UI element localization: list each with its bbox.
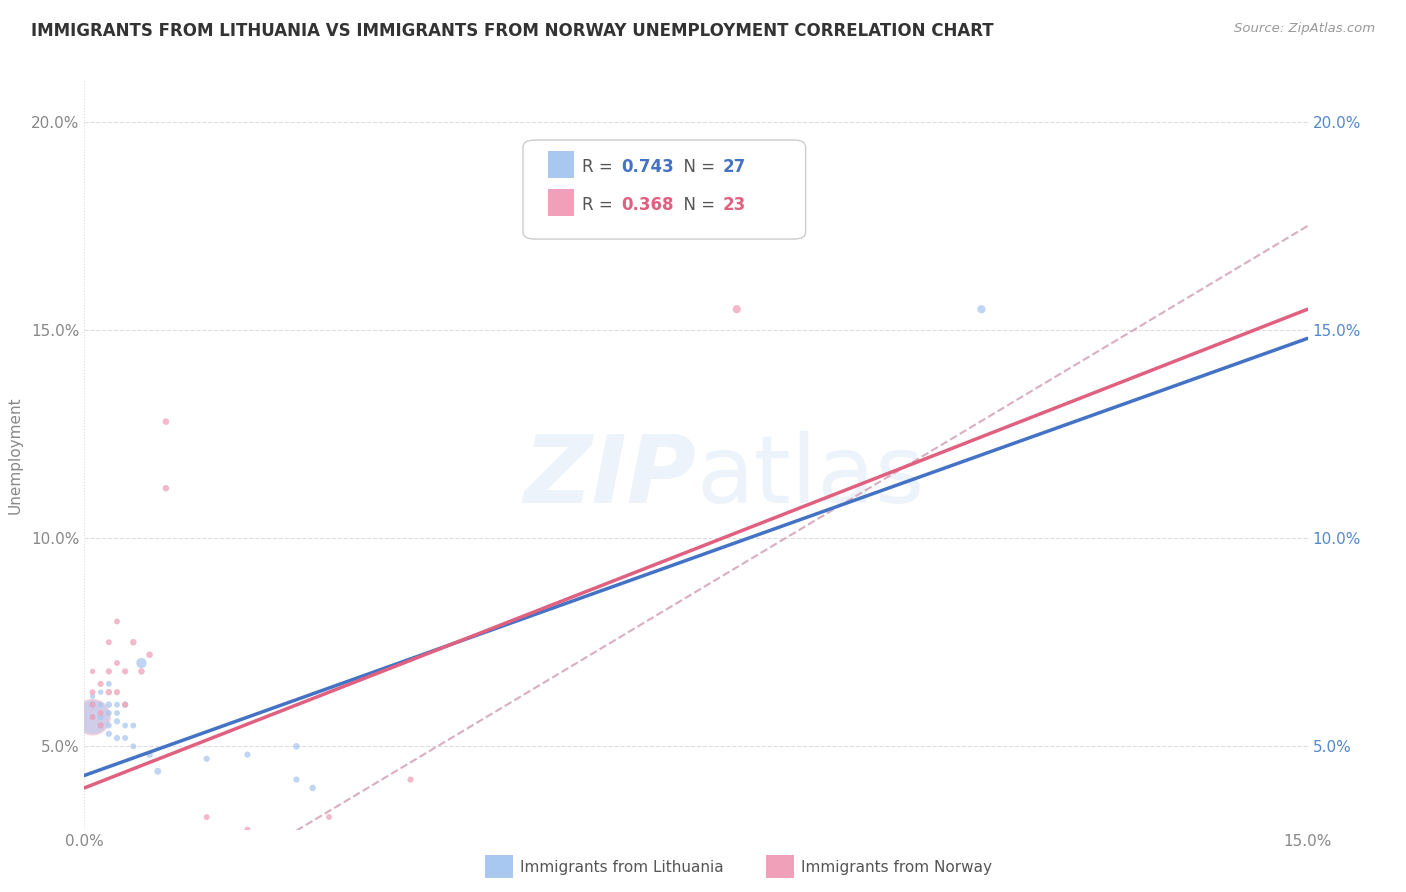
Point bbox=[97, 718, 120, 732]
Point bbox=[122, 739, 145, 754]
Point bbox=[105, 714, 128, 729]
Point bbox=[105, 685, 128, 699]
Point bbox=[122, 718, 145, 732]
Point bbox=[97, 685, 120, 699]
Point bbox=[301, 780, 323, 795]
Point bbox=[970, 302, 993, 317]
Point bbox=[131, 656, 153, 670]
Point bbox=[82, 685, 104, 699]
Point bbox=[138, 747, 160, 762]
Point bbox=[90, 677, 112, 691]
Point bbox=[236, 822, 259, 837]
Text: N =: N = bbox=[673, 196, 721, 214]
Point bbox=[82, 690, 104, 704]
Text: 0.743: 0.743 bbox=[621, 158, 675, 176]
Text: Immigrants from Norway: Immigrants from Norway bbox=[801, 860, 993, 874]
Point bbox=[195, 810, 218, 824]
Point bbox=[236, 747, 259, 762]
Point bbox=[97, 698, 120, 712]
Point bbox=[90, 710, 112, 724]
Point bbox=[82, 710, 104, 724]
Point bbox=[114, 698, 136, 712]
Point bbox=[138, 648, 160, 662]
Text: Source: ZipAtlas.com: Source: ZipAtlas.com bbox=[1234, 22, 1375, 36]
Point bbox=[122, 635, 145, 649]
Point bbox=[155, 415, 177, 429]
Text: 27: 27 bbox=[723, 158, 747, 176]
Text: ZIP: ZIP bbox=[523, 432, 696, 524]
Point bbox=[725, 302, 748, 317]
Point bbox=[82, 710, 104, 724]
Point bbox=[146, 764, 169, 779]
Point bbox=[90, 718, 112, 732]
Point bbox=[90, 698, 112, 712]
Text: R =: R = bbox=[582, 196, 619, 214]
Point bbox=[97, 635, 120, 649]
Point bbox=[97, 706, 120, 720]
Point bbox=[114, 731, 136, 745]
Point bbox=[82, 710, 104, 724]
Point bbox=[155, 481, 177, 495]
Point bbox=[90, 706, 112, 720]
Point bbox=[97, 727, 120, 741]
Point bbox=[105, 706, 128, 720]
Point bbox=[105, 731, 128, 745]
Text: N =: N = bbox=[673, 158, 721, 176]
Text: IMMIGRANTS FROM LITHUANIA VS IMMIGRANTS FROM NORWAY UNEMPLOYMENT CORRELATION CHA: IMMIGRANTS FROM LITHUANIA VS IMMIGRANTS … bbox=[31, 22, 994, 40]
Point bbox=[318, 830, 340, 845]
Point bbox=[82, 698, 104, 712]
Point bbox=[131, 665, 153, 679]
Point bbox=[399, 772, 422, 787]
Y-axis label: Unemployment: Unemployment bbox=[8, 396, 22, 514]
Text: R =: R = bbox=[582, 158, 619, 176]
Point bbox=[285, 772, 308, 787]
Point bbox=[195, 752, 218, 766]
Point bbox=[97, 677, 120, 691]
Point bbox=[285, 739, 308, 754]
Point bbox=[105, 656, 128, 670]
Point bbox=[114, 698, 136, 712]
Point bbox=[97, 665, 120, 679]
Text: 0.368: 0.368 bbox=[621, 196, 673, 214]
Point bbox=[318, 810, 340, 824]
Point bbox=[82, 710, 104, 724]
Text: atlas: atlas bbox=[696, 432, 924, 524]
Point bbox=[82, 698, 104, 712]
Point bbox=[90, 685, 112, 699]
Point bbox=[114, 665, 136, 679]
Point bbox=[105, 698, 128, 712]
Point bbox=[114, 718, 136, 732]
Point bbox=[105, 615, 128, 629]
Text: 23: 23 bbox=[723, 196, 747, 214]
Point bbox=[90, 718, 112, 732]
Point bbox=[82, 665, 104, 679]
Text: Immigrants from Lithuania: Immigrants from Lithuania bbox=[520, 860, 724, 874]
